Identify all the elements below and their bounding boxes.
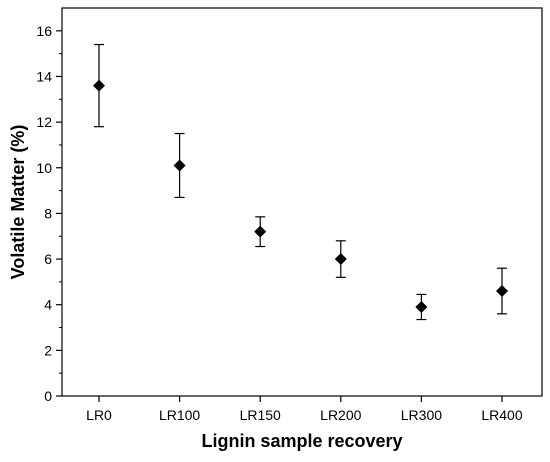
data-point-diamond xyxy=(496,285,508,298)
y-tick-label: 4 xyxy=(44,297,52,313)
data-point-diamond xyxy=(173,159,186,172)
y-tick-label: 2 xyxy=(44,342,52,358)
x-tick-label: LR400 xyxy=(481,407,522,423)
data-series xyxy=(93,43,508,321)
x-tick-label: LR150 xyxy=(240,407,281,423)
y-tick-label: 14 xyxy=(36,68,52,84)
x-tick-label: LR300 xyxy=(401,407,442,423)
x-axis-title: Lignin sample recovery xyxy=(201,431,402,451)
x-tick-label: LR200 xyxy=(320,407,361,423)
data-point-diamond xyxy=(254,225,267,238)
data-point-diamond xyxy=(93,79,105,92)
x-axis: LR0 LR100 LR150 LR200 LR300 LR400 xyxy=(86,396,523,423)
plot-frame xyxy=(61,7,543,397)
data-point-diamond xyxy=(415,300,428,313)
y-tick-label: 6 xyxy=(44,251,52,267)
y-tick-label: 16 xyxy=(36,23,52,39)
y-tick-label: 8 xyxy=(44,205,52,221)
y-tick-label: 10 xyxy=(36,160,52,176)
y-axis: 0 2 4 6 8 10 12 14 16 xyxy=(36,23,62,404)
y-tick-label: 12 xyxy=(36,114,52,130)
y-tick-label: 0 xyxy=(44,388,52,404)
data-point-diamond xyxy=(334,253,347,266)
x-tick-label: LR0 xyxy=(86,407,112,423)
y-axis-title: Volatile Matter (%) xyxy=(8,125,28,280)
x-tick-label: LR100 xyxy=(159,407,200,423)
